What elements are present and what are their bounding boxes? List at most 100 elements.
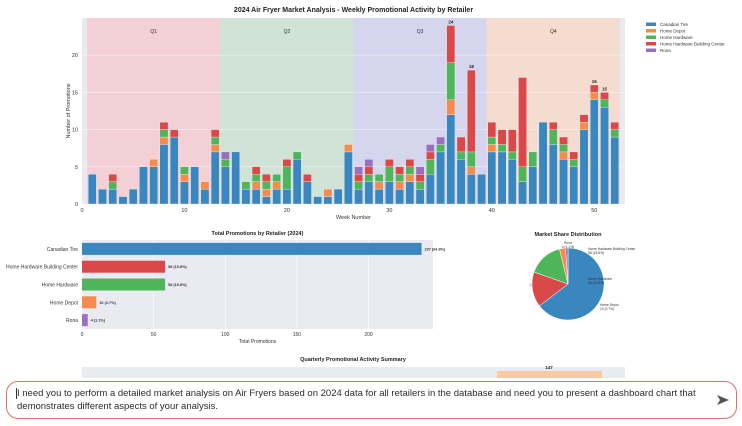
bar-segment bbox=[108, 181, 117, 190]
bar-segment bbox=[272, 174, 281, 182]
bar-segment bbox=[508, 129, 517, 153]
bar-segment bbox=[528, 151, 538, 167]
bar-segment bbox=[385, 166, 394, 182]
bar-segment bbox=[272, 181, 281, 190]
bar-segment bbox=[210, 151, 220, 205]
bar-segment bbox=[538, 122, 548, 205]
bar-segment bbox=[446, 99, 456, 115]
x-tick-label: 100 bbox=[221, 332, 230, 338]
bar-segment bbox=[456, 136, 466, 153]
legend-label: Home Hardware Building Center bbox=[660, 42, 725, 47]
bar-segment bbox=[610, 129, 620, 138]
bar-segment bbox=[426, 159, 435, 175]
bar-segment bbox=[395, 181, 404, 190]
quarter-label: Q1 bbox=[150, 29, 157, 35]
x-tick-label: 10 bbox=[181, 208, 187, 214]
value-label: 237 (64.8%) bbox=[425, 247, 446, 251]
chart-title: 2024 Air Fryer Market Analysis - Weekly … bbox=[234, 7, 473, 14]
pie-label: 4 (1.1%) bbox=[562, 245, 574, 249]
bar-segment bbox=[262, 188, 271, 197]
y-tick-label: 10 bbox=[72, 128, 78, 134]
dashboard-chart: Q1 Q2 Q3 Q4 0 5 10 15 20 0 10 20 30 40 50 24 18 16 15 2024 … bbox=[6, 7, 726, 378]
chat-input-box[interactable]: I need you to perform a detailed market … bbox=[6, 381, 737, 419]
bar-segment bbox=[426, 151, 435, 160]
bar-segment bbox=[405, 181, 415, 205]
bar-segment bbox=[374, 174, 384, 182]
x-tick-label: 40 bbox=[489, 208, 495, 214]
bar-segment bbox=[364, 166, 374, 175]
bar-segment bbox=[415, 181, 425, 190]
bar-segment bbox=[395, 174, 404, 182]
quarter-label: Q2 bbox=[284, 29, 291, 35]
bar-segment bbox=[364, 181, 374, 205]
bar-segment bbox=[569, 159, 579, 167]
bar-segment bbox=[497, 151, 507, 205]
chat-input-text[interactable]: I need you to perform a detailed market … bbox=[17, 388, 696, 412]
bar-segment bbox=[87, 174, 97, 205]
bar-segment bbox=[374, 188, 384, 205]
bar-segment bbox=[159, 136, 169, 145]
x-axis-label: Total Promotions bbox=[239, 339, 277, 345]
bar-value-label: 147 bbox=[545, 365, 553, 370]
y-tick-label: 20 bbox=[72, 53, 78, 59]
bar-segment bbox=[559, 159, 568, 205]
bar-segment bbox=[415, 174, 425, 182]
send-icon[interactable] bbox=[716, 393, 730, 407]
bar-segment bbox=[344, 151, 353, 205]
x-tick-label: 150 bbox=[293, 332, 302, 338]
bar-segment bbox=[251, 166, 261, 175]
bar-segment bbox=[262, 181, 271, 190]
legend-label: Rona bbox=[660, 48, 671, 53]
chart-title: Total Promotions by Retailer (2024) bbox=[212, 231, 304, 237]
bar-segment bbox=[221, 159, 230, 167]
y-tick-label: 0 bbox=[75, 202, 78, 208]
bar-segment bbox=[323, 196, 333, 205]
bar-segment bbox=[292, 151, 302, 160]
bar-segment bbox=[579, 122, 589, 130]
legend-label: Canadian Tire bbox=[660, 22, 689, 27]
bar-segment bbox=[610, 122, 620, 130]
bar-segment bbox=[282, 166, 292, 190]
chart-title: Market Share Distribution bbox=[535, 232, 603, 238]
value-label: 4 (1.1%) bbox=[91, 319, 106, 323]
bar-segment bbox=[446, 25, 456, 63]
y-tick-label: 15 bbox=[72, 90, 78, 96]
bar-segment bbox=[569, 151, 579, 160]
bar-segment bbox=[436, 144, 445, 153]
bar-segment bbox=[282, 159, 292, 167]
bar-segment bbox=[108, 188, 117, 205]
bar-segment bbox=[149, 159, 158, 167]
bar-segment bbox=[477, 174, 486, 205]
bar-segment bbox=[405, 174, 415, 182]
bar-segment bbox=[559, 151, 568, 160]
bar-segment bbox=[528, 166, 538, 205]
quarter-bar bbox=[497, 371, 602, 378]
legend-label: Home Hardware bbox=[660, 35, 693, 40]
bar-segment bbox=[487, 144, 497, 153]
hbar bbox=[82, 278, 166, 291]
chart-title: Quarterly Promotional Activity Summary bbox=[300, 357, 407, 363]
quarter-label: Q3 bbox=[417, 29, 424, 35]
bar-segment bbox=[569, 166, 579, 205]
bar-segment bbox=[354, 174, 363, 182]
hbar bbox=[82, 242, 422, 255]
bar-segment bbox=[159, 129, 169, 138]
legend-label: Home Depot bbox=[660, 29, 686, 34]
legend-swatch bbox=[646, 35, 656, 39]
bar-segment bbox=[313, 196, 322, 205]
plot-background bbox=[82, 367, 625, 378]
hbar bbox=[82, 260, 166, 273]
bar-segment bbox=[600, 107, 609, 205]
bar-segment bbox=[415, 166, 425, 175]
text-caret bbox=[16, 388, 17, 399]
bar-segment bbox=[385, 181, 394, 205]
value-label: 58 (15.8%) bbox=[168, 265, 187, 269]
bar-segment bbox=[128, 188, 138, 205]
bar-segment bbox=[456, 151, 466, 160]
pie-label: Rona bbox=[564, 241, 572, 245]
bar-segment bbox=[251, 188, 261, 205]
bar-segment bbox=[518, 77, 527, 167]
pie-label: Home Depot bbox=[600, 303, 619, 307]
bar-segment bbox=[549, 144, 558, 205]
